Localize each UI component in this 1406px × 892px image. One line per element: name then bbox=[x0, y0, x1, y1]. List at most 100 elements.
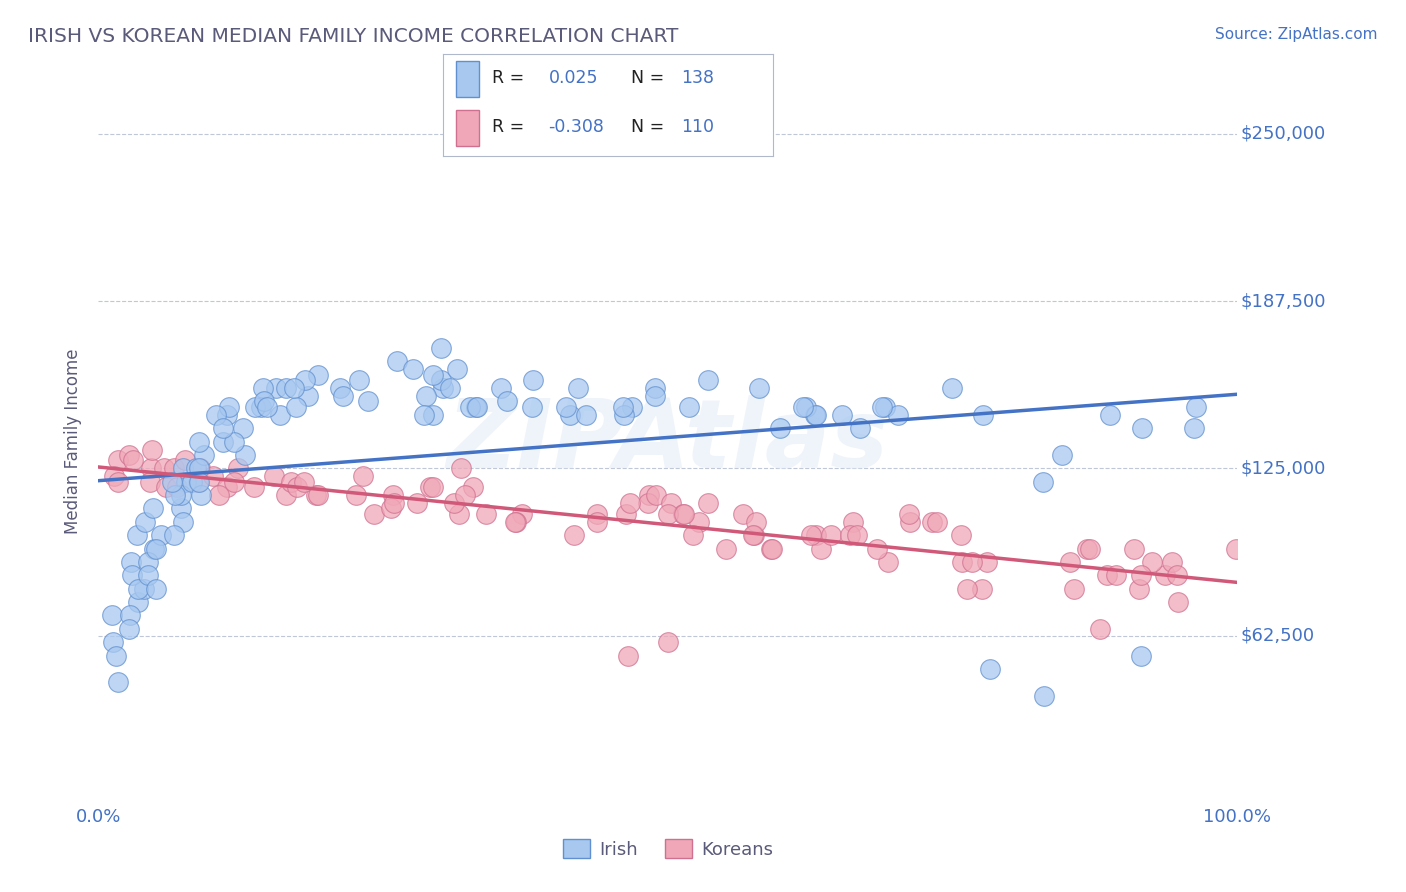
Point bbox=[201, 469, 224, 483]
Point bbox=[125, 528, 148, 542]
FancyBboxPatch shape bbox=[456, 61, 479, 96]
Point bbox=[673, 507, 696, 521]
Point bbox=[344, 488, 367, 502]
Point bbox=[831, 408, 853, 422]
Point bbox=[190, 488, 212, 502]
Point bbox=[1063, 582, 1085, 596]
Point bbox=[413, 408, 436, 422]
Point bbox=[1032, 475, 1054, 489]
Point bbox=[678, 400, 700, 414]
Point bbox=[160, 475, 183, 489]
Point bbox=[170, 501, 193, 516]
Point bbox=[1090, 622, 1112, 636]
Point bbox=[804, 528, 827, 542]
Point bbox=[637, 496, 659, 510]
Point bbox=[307, 488, 329, 502]
Point bbox=[794, 400, 817, 414]
Point bbox=[1153, 568, 1175, 582]
Point bbox=[121, 453, 143, 467]
Point bbox=[145, 582, 167, 596]
Text: ZIPAtlas: ZIPAtlas bbox=[447, 395, 889, 488]
Point bbox=[1166, 568, 1188, 582]
Point bbox=[432, 381, 454, 395]
Text: -0.308: -0.308 bbox=[548, 119, 605, 136]
Point bbox=[761, 541, 783, 556]
Point bbox=[232, 421, 254, 435]
Point bbox=[381, 488, 404, 502]
Point bbox=[897, 507, 920, 521]
Point bbox=[804, 408, 827, 422]
Point bbox=[188, 434, 211, 449]
Point bbox=[1105, 568, 1128, 582]
Point bbox=[1130, 421, 1153, 435]
Point bbox=[960, 555, 983, 569]
Point bbox=[387, 354, 409, 368]
Point bbox=[224, 475, 246, 489]
Point bbox=[292, 475, 315, 489]
Point bbox=[941, 381, 963, 395]
Point bbox=[143, 541, 166, 556]
Point bbox=[264, 381, 287, 395]
Point bbox=[898, 515, 921, 529]
Point bbox=[256, 400, 278, 414]
Text: $125,000: $125,000 bbox=[1240, 459, 1326, 477]
Point bbox=[875, 400, 897, 414]
Point bbox=[612, 400, 634, 414]
Point bbox=[716, 541, 738, 556]
Point bbox=[741, 528, 763, 542]
Point bbox=[1140, 555, 1163, 569]
Point bbox=[872, 400, 894, 414]
Point bbox=[107, 675, 129, 690]
Point bbox=[121, 568, 143, 582]
Point bbox=[422, 368, 444, 382]
Text: R =: R = bbox=[492, 119, 524, 136]
Point bbox=[688, 515, 710, 529]
Point bbox=[188, 461, 211, 475]
Point bbox=[180, 475, 202, 489]
Point bbox=[586, 507, 609, 521]
Point bbox=[970, 582, 993, 596]
Point bbox=[575, 408, 598, 422]
Point bbox=[657, 635, 679, 649]
Point bbox=[877, 555, 900, 569]
Point bbox=[463, 480, 485, 494]
Point bbox=[215, 408, 238, 422]
Point bbox=[447, 507, 470, 521]
Point bbox=[1078, 541, 1101, 556]
Point bbox=[132, 582, 155, 596]
Point bbox=[243, 480, 266, 494]
Point bbox=[453, 488, 475, 502]
Point bbox=[169, 488, 191, 502]
Point bbox=[249, 400, 271, 414]
Point bbox=[252, 381, 274, 395]
Point bbox=[446, 362, 468, 376]
Point bbox=[849, 421, 872, 435]
Point bbox=[205, 408, 228, 422]
Point bbox=[846, 528, 869, 542]
Point bbox=[163, 461, 186, 475]
Point bbox=[621, 400, 644, 414]
Text: $62,500: $62,500 bbox=[1240, 626, 1315, 645]
Point bbox=[619, 496, 641, 510]
Point bbox=[190, 461, 212, 475]
Point bbox=[155, 480, 177, 494]
Point bbox=[792, 400, 814, 414]
Point bbox=[307, 368, 329, 382]
Point bbox=[644, 488, 666, 502]
Point bbox=[186, 461, 208, 475]
Point bbox=[467, 400, 489, 414]
Point bbox=[464, 400, 486, 414]
Point bbox=[955, 582, 977, 596]
Point bbox=[297, 389, 319, 403]
Point bbox=[696, 373, 718, 387]
Point bbox=[439, 381, 461, 395]
Point bbox=[887, 408, 910, 422]
Point bbox=[163, 528, 186, 542]
Point bbox=[285, 400, 308, 414]
Point bbox=[503, 515, 526, 529]
Text: $187,500: $187,500 bbox=[1240, 292, 1326, 310]
Point bbox=[1076, 541, 1098, 556]
Point bbox=[103, 469, 125, 483]
Point bbox=[804, 408, 827, 422]
Point bbox=[682, 528, 704, 542]
